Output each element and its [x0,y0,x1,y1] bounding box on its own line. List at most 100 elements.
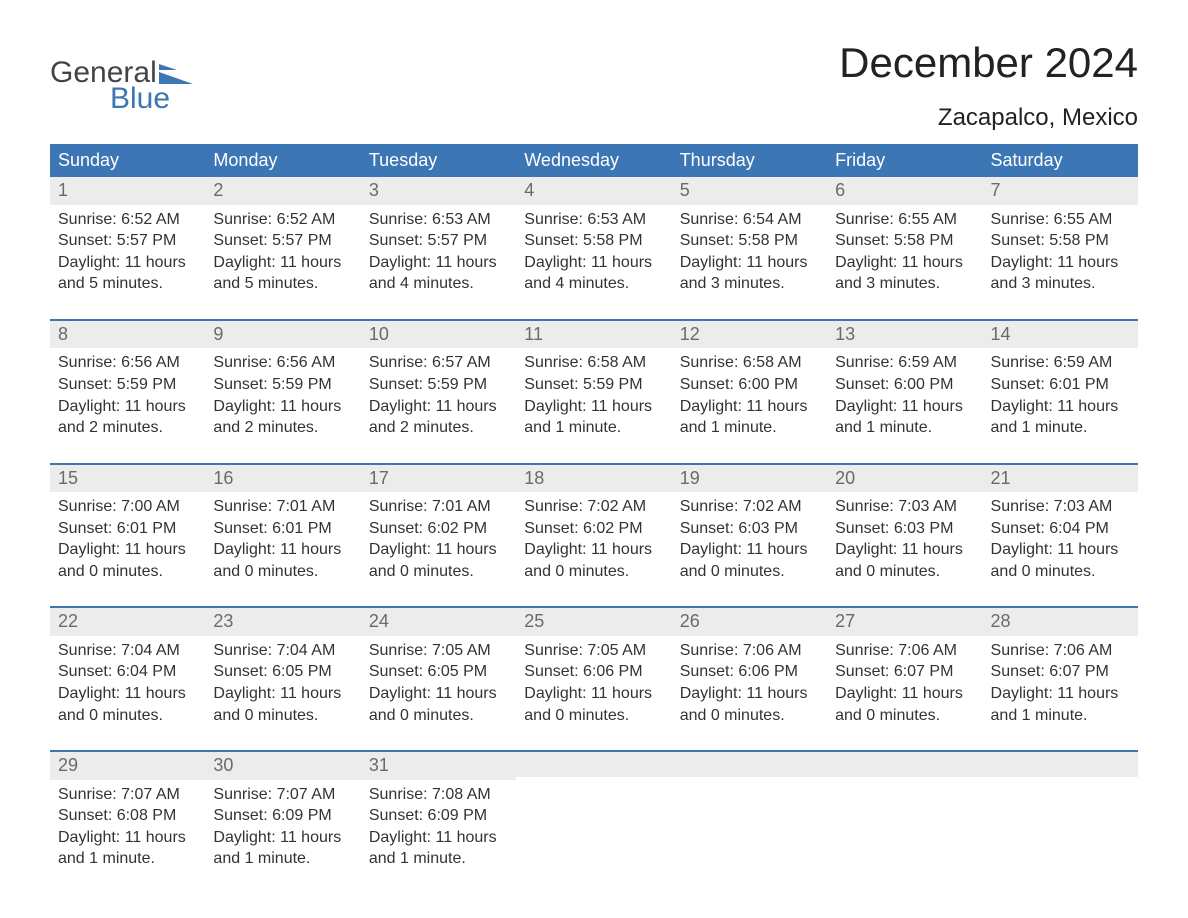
sunset-text: Sunset: 6:07 PM [835,661,974,683]
day-header: Wednesday [516,144,671,177]
daylight-line1: Daylight: 11 hours [369,539,508,561]
daylight-line2: and 3 minutes. [991,273,1130,295]
day-header: Tuesday [361,144,516,177]
sunset-text: Sunset: 6:00 PM [680,374,819,396]
daylight-line1: Daylight: 11 hours [991,252,1130,274]
daylight-line2: and 1 minute. [369,848,508,870]
empty-day [672,752,827,777]
daylight-line2: and 4 minutes. [369,273,508,295]
daylight-line1: Daylight: 11 hours [524,683,663,705]
daylight-line2: and 3 minutes. [835,273,974,295]
day-number: 30 [205,752,360,779]
daylight-line1: Daylight: 11 hours [835,252,974,274]
daylight-line1: Daylight: 11 hours [58,252,197,274]
daylight-line1: Daylight: 11 hours [524,252,663,274]
daylight-line1: Daylight: 11 hours [680,539,819,561]
calendar-page: General Blue December 2024 Zacapalco, Me… [0,0,1188,918]
calendar-cell: 16Sunrise: 7:01 AMSunset: 6:01 PMDayligh… [205,464,360,608]
sunrise-text: Sunrise: 6:56 AM [58,352,197,374]
sunrise-text: Sunrise: 7:06 AM [680,640,819,662]
daylight-line2: and 3 minutes. [680,273,819,295]
day-body: Sunrise: 6:56 AMSunset: 5:59 PMDaylight:… [50,348,205,438]
daylight-line1: Daylight: 11 hours [213,827,352,849]
sunrise-text: Sunrise: 6:55 AM [991,209,1130,231]
sunrise-text: Sunrise: 7:03 AM [835,496,974,518]
day-body: Sunrise: 7:04 AMSunset: 6:04 PMDaylight:… [50,636,205,726]
daylight-line1: Daylight: 11 hours [58,539,197,561]
flag-icon [159,64,193,84]
day-header: Monday [205,144,360,177]
day-body: Sunrise: 6:58 AMSunset: 5:59 PMDaylight:… [516,348,671,438]
daylight-line2: and 1 minute. [991,417,1130,439]
calendar-cell: 20Sunrise: 7:03 AMSunset: 6:03 PMDayligh… [827,464,982,608]
daylight-line1: Daylight: 11 hours [524,539,663,561]
day-body: Sunrise: 6:53 AMSunset: 5:58 PMDaylight:… [516,205,671,295]
calendar-cell: 18Sunrise: 7:02 AMSunset: 6:02 PMDayligh… [516,464,671,608]
daylight-line2: and 0 minutes. [524,705,663,727]
sunrise-text: Sunrise: 7:04 AM [58,640,197,662]
month-title: December 2024 [839,40,1138,86]
calendar-cell: 9Sunrise: 6:56 AMSunset: 5:59 PMDaylight… [205,320,360,464]
day-number: 7 [983,177,1138,204]
sunset-text: Sunset: 5:57 PM [213,230,352,252]
calendar-cell: 4Sunrise: 6:53 AMSunset: 5:58 PMDaylight… [516,177,671,320]
calendar-cell: 14Sunrise: 6:59 AMSunset: 6:01 PMDayligh… [983,320,1138,464]
day-body: Sunrise: 6:54 AMSunset: 5:58 PMDaylight:… [672,205,827,295]
daylight-line2: and 0 minutes. [213,705,352,727]
brand-logo: General Blue [50,58,193,114]
daylight-line1: Daylight: 11 hours [835,396,974,418]
daylight-line2: and 1 minute. [213,848,352,870]
calendar-cell: 3Sunrise: 6:53 AMSunset: 5:57 PMDaylight… [361,177,516,320]
daylight-line2: and 4 minutes. [524,273,663,295]
day-header: Friday [827,144,982,177]
day-body: Sunrise: 7:05 AMSunset: 6:06 PMDaylight:… [516,636,671,726]
daylight-line2: and 0 minutes. [369,705,508,727]
daylight-line1: Daylight: 11 hours [58,827,197,849]
title-block: December 2024 Zacapalco, Mexico [839,40,1138,132]
calendar-cell: 8Sunrise: 6:56 AMSunset: 5:59 PMDaylight… [50,320,205,464]
daylight-line1: Daylight: 11 hours [991,539,1130,561]
calendar-cell [516,751,671,894]
sunset-text: Sunset: 6:05 PM [369,661,508,683]
header: General Blue December 2024 Zacapalco, Me… [50,40,1138,132]
day-header: Sunday [50,144,205,177]
sunset-text: Sunset: 5:57 PM [58,230,197,252]
daylight-line2: and 1 minute. [680,417,819,439]
calendar-cell: 10Sunrise: 6:57 AMSunset: 5:59 PMDayligh… [361,320,516,464]
daylight-line2: and 1 minute. [58,848,197,870]
daylight-line2: and 0 minutes. [680,705,819,727]
daylight-line1: Daylight: 11 hours [835,683,974,705]
day-body: Sunrise: 6:59 AMSunset: 6:00 PMDaylight:… [827,348,982,438]
calendar-cell: 6Sunrise: 6:55 AMSunset: 5:58 PMDaylight… [827,177,982,320]
sunrise-text: Sunrise: 7:01 AM [213,496,352,518]
day-body: Sunrise: 6:52 AMSunset: 5:57 PMDaylight:… [50,205,205,295]
day-number: 4 [516,177,671,204]
sunset-text: Sunset: 6:04 PM [58,661,197,683]
sunrise-text: Sunrise: 6:58 AM [680,352,819,374]
day-number: 1 [50,177,205,204]
sunrise-text: Sunrise: 6:52 AM [58,209,197,231]
sunset-text: Sunset: 6:07 PM [991,661,1130,683]
sunrise-text: Sunrise: 6:56 AM [213,352,352,374]
sunrise-text: Sunrise: 6:52 AM [213,209,352,231]
daylight-line1: Daylight: 11 hours [213,539,352,561]
sunset-text: Sunset: 6:09 PM [213,805,352,827]
calendar-cell: 19Sunrise: 7:02 AMSunset: 6:03 PMDayligh… [672,464,827,608]
sunrise-text: Sunrise: 7:06 AM [835,640,974,662]
day-number: 22 [50,608,205,635]
day-number: 13 [827,321,982,348]
empty-day [983,752,1138,777]
day-number: 23 [205,608,360,635]
calendar-head: Sunday Monday Tuesday Wednesday Thursday… [50,144,1138,177]
sunset-text: Sunset: 6:05 PM [213,661,352,683]
day-body: Sunrise: 6:55 AMSunset: 5:58 PMDaylight:… [827,205,982,295]
day-number: 31 [361,752,516,779]
daylight-line2: and 0 minutes. [369,561,508,583]
daylight-line1: Daylight: 11 hours [213,683,352,705]
sunset-text: Sunset: 6:03 PM [835,518,974,540]
sunrise-text: Sunrise: 7:02 AM [680,496,819,518]
daylight-line2: and 0 minutes. [680,561,819,583]
day-body: Sunrise: 7:03 AMSunset: 6:04 PMDaylight:… [983,492,1138,582]
daylight-line1: Daylight: 11 hours [369,827,508,849]
sunset-text: Sunset: 5:58 PM [991,230,1130,252]
